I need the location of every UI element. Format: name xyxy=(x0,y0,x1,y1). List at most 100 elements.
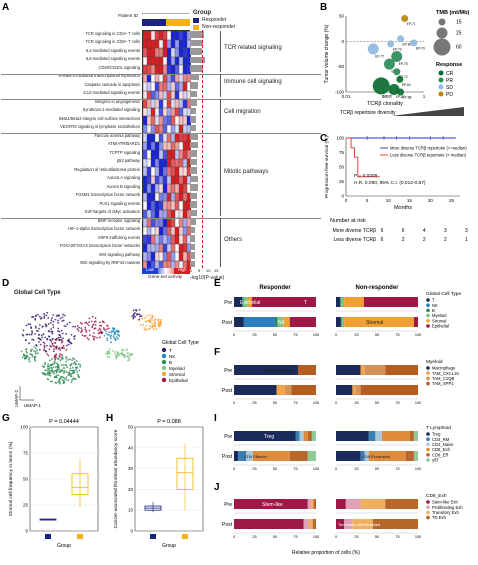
group-cell xyxy=(162,19,166,26)
pvalue-bar xyxy=(190,141,198,148)
heatmap-cell xyxy=(151,48,155,57)
umap-point xyxy=(111,349,114,352)
heatmap-cell xyxy=(143,107,147,116)
umap-point xyxy=(26,356,29,358)
pathway-label: Beta1/Beta3 integrin cell surface intera… xyxy=(58,115,140,121)
heatmap-cell xyxy=(175,133,179,142)
umap-point xyxy=(30,327,33,330)
heatmap-cell xyxy=(167,31,171,40)
stack-legend-dot xyxy=(426,432,430,436)
heatmap-cell xyxy=(147,260,151,269)
risk-value: 1 xyxy=(465,237,468,243)
row-label: Post xyxy=(222,320,233,326)
umap-point xyxy=(38,334,40,336)
heatmap-cell xyxy=(147,158,151,167)
heatmap-cell xyxy=(163,39,167,48)
pathway-label: BMP receptor signaling xyxy=(97,217,140,223)
umap-legend-dot xyxy=(161,377,167,383)
umap-point xyxy=(44,350,47,353)
umap-point xyxy=(49,338,51,341)
umap-point xyxy=(134,311,136,314)
heatmap-cell xyxy=(143,116,147,125)
point-label: EP-87 xyxy=(396,95,405,99)
group-swatch xyxy=(150,534,156,539)
heatmap-cell xyxy=(187,184,191,193)
x-tick-label: 50 xyxy=(375,401,379,405)
panel-label-i: I xyxy=(214,413,217,424)
heatmap-cell xyxy=(151,226,155,235)
heatmap-cell xyxy=(183,90,187,99)
heatmap-cell xyxy=(175,226,179,235)
heatmap-cell xyxy=(187,141,191,150)
umap-point xyxy=(148,324,151,327)
stacked-bars-svg: Responder Non-responder Pre Post 0 0 25 25 50 50 7… xyxy=(222,285,463,556)
umap-point xyxy=(60,339,63,342)
heatmap-cell xyxy=(159,201,163,210)
umap-point xyxy=(87,338,90,341)
umap-point xyxy=(88,334,91,336)
umap-point xyxy=(53,372,56,375)
umap-point xyxy=(138,318,141,321)
heatmap-cell xyxy=(179,48,183,57)
heatmap-cell xyxy=(159,252,163,261)
x-tick-label: 0.1 xyxy=(382,94,389,99)
umap-point xyxy=(57,330,59,332)
umap-point xyxy=(84,334,87,337)
stack-segment xyxy=(375,431,382,441)
umap-point xyxy=(42,333,45,336)
y-tick-label: 0 xyxy=(25,529,28,534)
umap-point xyxy=(106,337,109,340)
stack-legend-dot xyxy=(426,381,430,386)
stack-segment xyxy=(352,385,356,395)
heatmap-grid xyxy=(1,30,321,269)
umap-point xyxy=(78,326,80,329)
umap-point xyxy=(38,324,41,326)
stack-legend-dot xyxy=(426,515,430,520)
stack-segment xyxy=(291,385,316,395)
umap-point xyxy=(57,319,60,322)
bar-tick: 5 xyxy=(198,268,201,273)
umap-point xyxy=(52,366,55,369)
activity-low: Low xyxy=(142,267,158,274)
umap-point xyxy=(59,382,61,385)
category-label: TCR related signaling xyxy=(224,45,282,52)
x-axis-label: TCRβ clonality xyxy=(367,101,403,107)
y-tick-label: -50 xyxy=(337,64,344,69)
pvalue-bar xyxy=(190,260,195,267)
heatmap-cell xyxy=(151,175,155,184)
stack-segment xyxy=(234,297,243,307)
umap-point xyxy=(102,327,105,329)
umap-point xyxy=(59,359,62,362)
km-hazard-ratio: H.R. 0.090, 95% C.I. (0.012-0.67) xyxy=(354,180,426,186)
heatmap-cell xyxy=(147,150,151,159)
risk-row-label: More diverse TCRβ xyxy=(333,228,376,234)
umap-point xyxy=(52,350,55,353)
y-tick-label: 0 xyxy=(130,529,133,534)
stack-segment xyxy=(295,431,300,441)
pathway-label: ARF6 trafficking events xyxy=(97,234,140,240)
x-tick-label: 100 xyxy=(415,333,421,337)
data-point xyxy=(397,88,405,96)
umap-point xyxy=(69,374,72,377)
tmb-legend-title: TMB (mt/Mb) xyxy=(436,10,469,16)
umap-point xyxy=(108,352,111,355)
umap-point xyxy=(42,341,45,344)
y-tick-label: 100 xyxy=(20,425,28,430)
umap-point xyxy=(54,318,57,321)
umap-point xyxy=(42,349,45,352)
umap-point xyxy=(58,347,61,349)
stack-legend-dot xyxy=(426,453,430,457)
pathway-label: FOXA2/FOXA3 transcription factor network… xyxy=(59,243,140,248)
heatmap-cell xyxy=(143,99,147,108)
umap-point xyxy=(106,353,109,356)
pathway-label: Aurora B signaling xyxy=(106,183,140,189)
heatmap-cell xyxy=(151,116,155,125)
pvalue-bar xyxy=(190,82,199,89)
umap-point xyxy=(47,317,50,319)
heatmap-cell xyxy=(167,133,171,142)
umap-point xyxy=(76,366,79,369)
umap-point xyxy=(60,341,63,344)
pvalue-bars xyxy=(190,30,220,268)
umap-point xyxy=(67,379,70,382)
response-legend-dot xyxy=(438,91,444,97)
